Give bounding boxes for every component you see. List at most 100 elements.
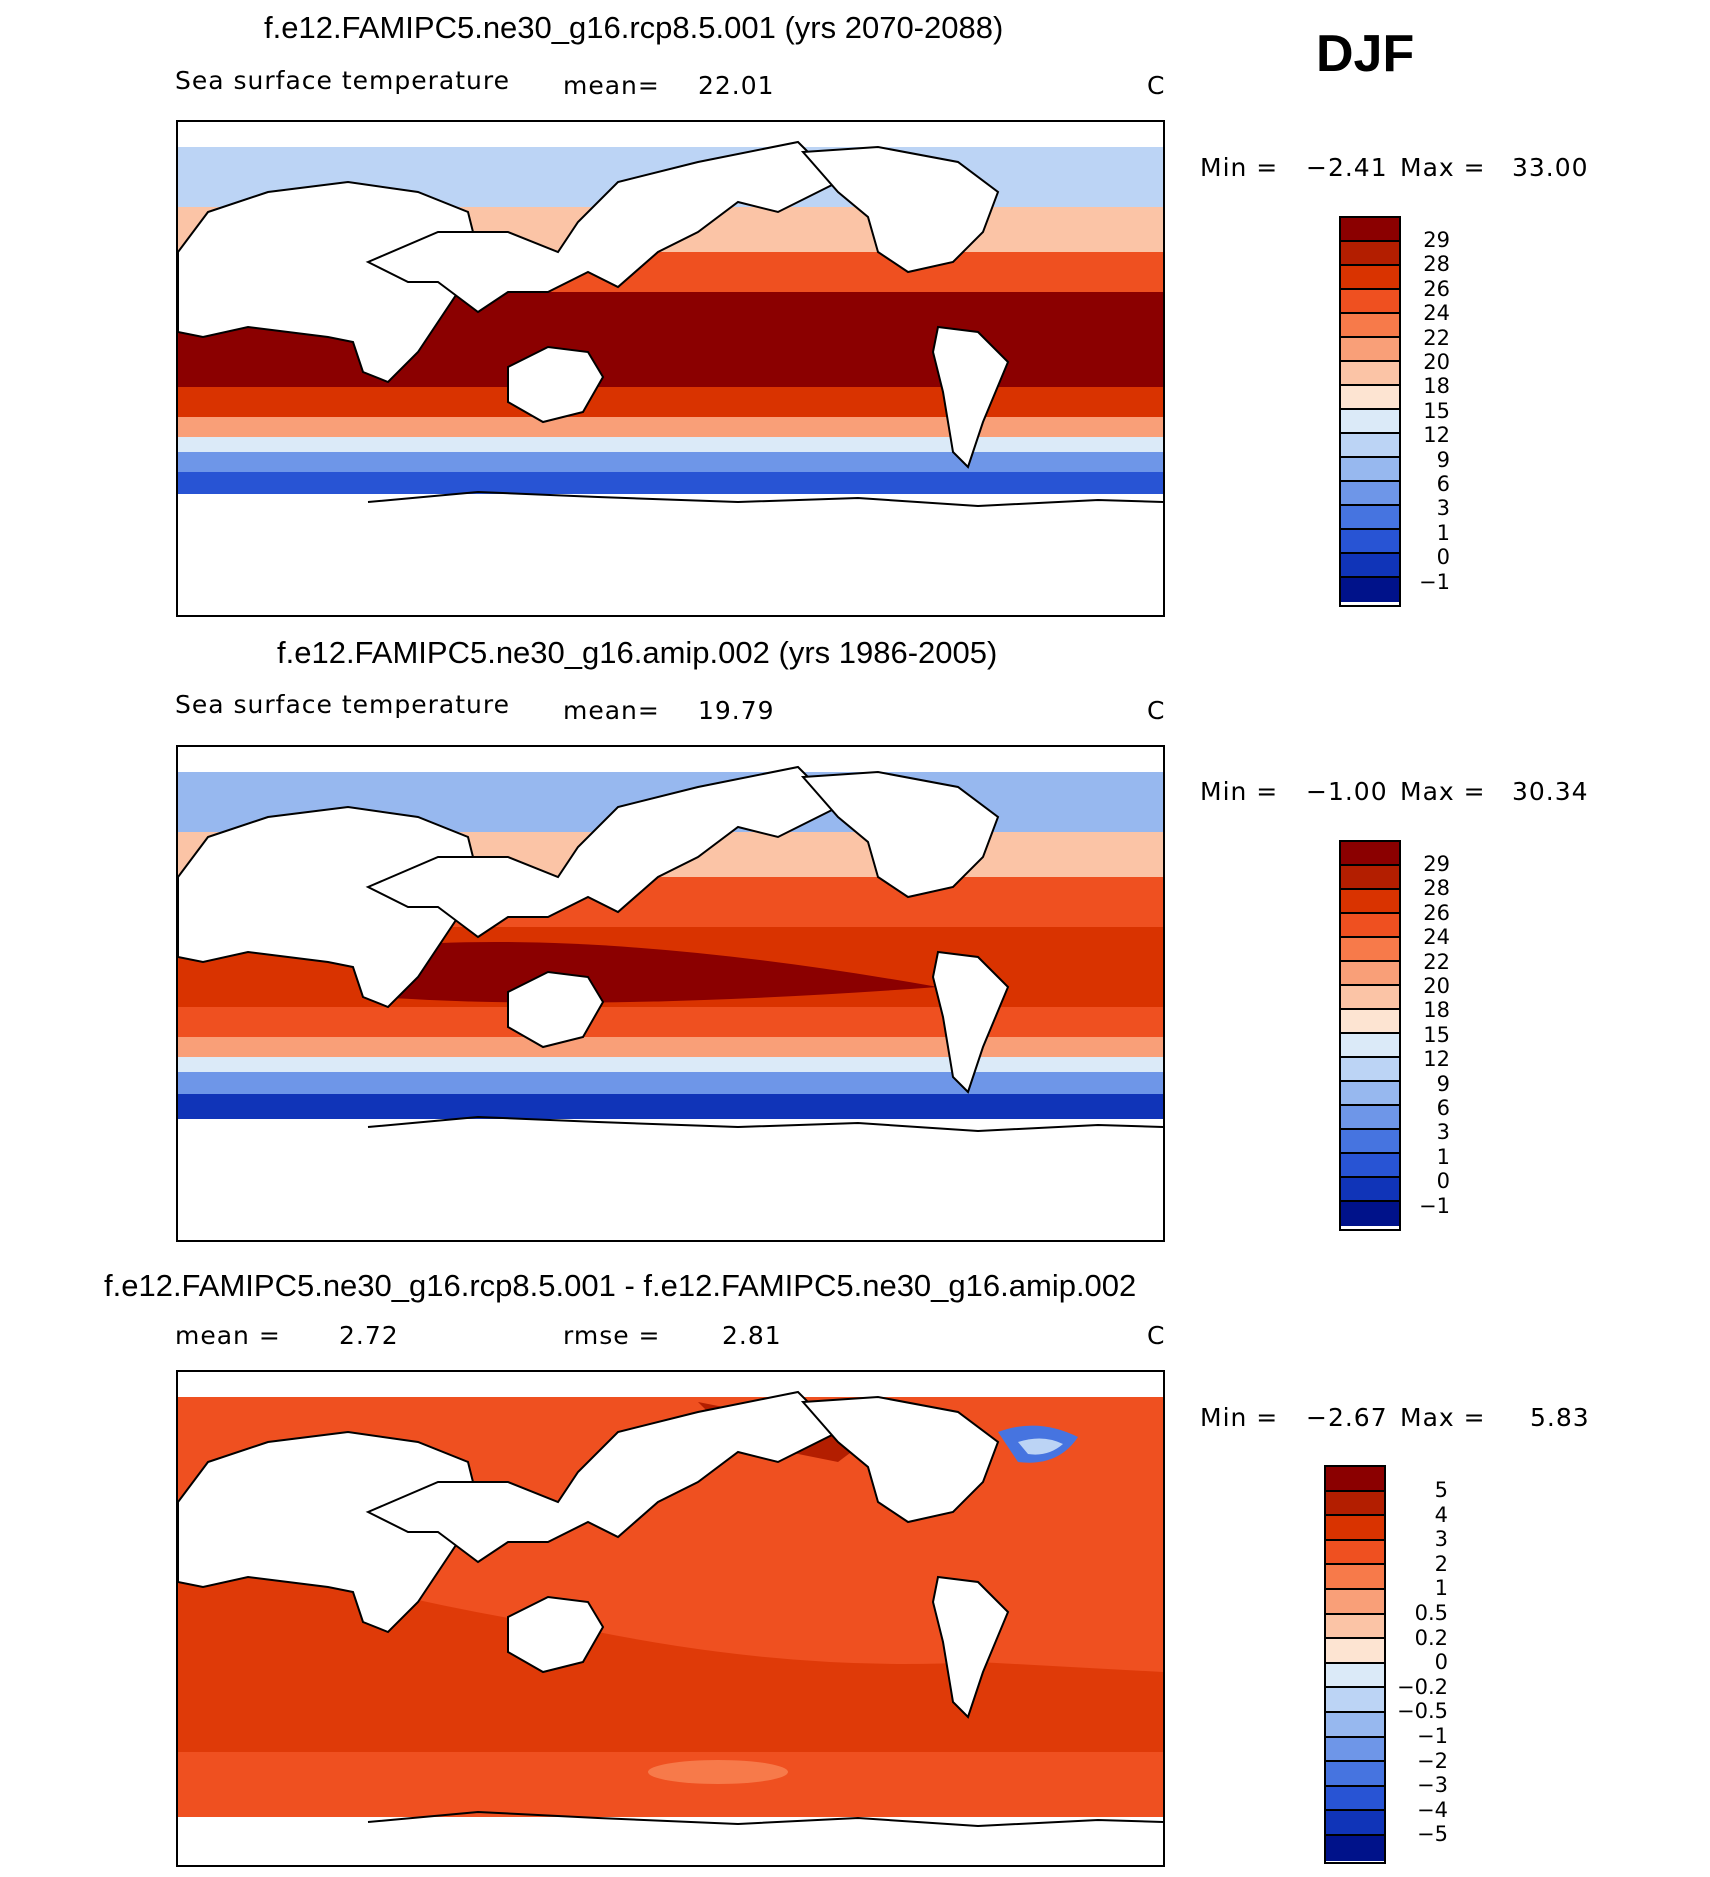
colorbar-box — [1341, 554, 1399, 578]
colorbar-tick-label: 29 — [1423, 852, 1450, 876]
panel-1-min-label: Min = — [1200, 153, 1279, 182]
panel-2-colorbar-labels: 29 28 26 24 22 20 18 15 12 9 6 3 1 0 −1 — [1410, 852, 1450, 1243]
colorbar-tick-label: 15 — [1423, 1022, 1450, 1047]
colorbar-tick-label: 18 — [1423, 998, 1450, 1023]
colorbar-tick-label: −1 — [1419, 569, 1450, 594]
colorbar-tick-label: 20 — [1423, 974, 1450, 998]
colorbar-box — [1341, 338, 1399, 362]
colorbar-tick-label: 0 — [1436, 1169, 1450, 1194]
panel-3-difference-field — [178, 1372, 1163, 1865]
panel-1-sst-field — [178, 122, 1163, 615]
colorbar-box — [1326, 1467, 1384, 1492]
colorbar-box — [1341, 842, 1399, 866]
colorbar-tick-label: 4 — [1434, 1502, 1448, 1527]
panel-3-colorbar — [1324, 1465, 1386, 1864]
panel-2-mean-value: 19.79 — [698, 696, 775, 725]
colorbar-tick-label: 20 — [1423, 350, 1450, 374]
colorbar-tick-label: −3 — [1417, 1773, 1448, 1798]
colorbar-tick-label: 6 — [1436, 1096, 1450, 1120]
panel-1-colorbar-labels: 29 28 26 24 22 20 18 15 12 9 6 3 1 0 −1 — [1410, 228, 1450, 619]
colorbar-tick-label: 24 — [1423, 925, 1450, 950]
panel-2-min-value: −1.00 — [1306, 777, 1388, 806]
panel-1-mean-label: mean= — [563, 71, 660, 100]
colorbar-tick-label: −5 — [1417, 1822, 1448, 1847]
colorbar-box — [1326, 1540, 1384, 1566]
colorbar-box — [1341, 314, 1399, 338]
colorbar-box — [1341, 1178, 1399, 1202]
colorbar-tick-label: 29 — [1423, 228, 1450, 252]
colorbar-box — [1341, 386, 1399, 410]
panel-2-max-value: 30.34 — [1512, 777, 1589, 806]
colorbar-box — [1341, 362, 1399, 386]
panel-2-min-label: Min = — [1200, 777, 1279, 806]
colorbar-box — [1341, 1082, 1399, 1106]
colorbar-box — [1326, 1786, 1384, 1812]
colorbar-tick-label: −1 — [1417, 1724, 1448, 1748]
colorbar-box — [1326, 1811, 1384, 1836]
colorbar-box — [1341, 1010, 1399, 1034]
colorbar-tick-label: 26 — [1423, 900, 1450, 925]
panel-2-title: f.e12.FAMIPC5.ne30_g16.amip.002 (yrs 198… — [277, 635, 998, 670]
panel-3-title: f.e12.FAMIPC5.ne30_g16.rcp8.5.001 - f.e1… — [104, 1268, 1137, 1303]
colorbar-box — [1326, 1712, 1384, 1738]
colorbar-box — [1326, 1688, 1384, 1713]
colorbar-box — [1341, 218, 1399, 242]
colorbar-box — [1341, 1202, 1399, 1226]
colorbar-tick-label: 24 — [1423, 301, 1450, 326]
panel-1-title: f.e12.FAMIPC5.ne30_g16.rcp8.5.001 (yrs 2… — [264, 10, 1004, 45]
colorbar-tick-label: 9 — [1436, 447, 1450, 472]
colorbar-tick-label: −1 — [1419, 1193, 1450, 1218]
colorbar-box — [1341, 1106, 1399, 1130]
colorbar-box — [1326, 1835, 1384, 1861]
colorbar-tick-label: −4 — [1417, 1797, 1448, 1822]
season-label: DJF — [1316, 25, 1415, 83]
colorbar-tick-label: 0.5 — [1414, 1601, 1448, 1625]
colorbar-box — [1341, 290, 1399, 314]
colorbar-tick-label: 5 — [1434, 1478, 1448, 1502]
colorbar-box — [1326, 1516, 1384, 1541]
colorbar-tick-label: 2 — [1434, 1551, 1448, 1576]
colorbar-box — [1326, 1491, 1384, 1517]
colorbar-tick-label: 3 — [1436, 496, 1450, 521]
colorbar-box — [1341, 986, 1399, 1010]
colorbar-tick-label: 0 — [1434, 1650, 1448, 1675]
colorbar-box — [1341, 1154, 1399, 1178]
colorbar-tick-label: −0.2 — [1397, 1674, 1448, 1699]
colorbar-tick-label: 9 — [1436, 1071, 1450, 1096]
panel-1-max-value: 33.00 — [1512, 153, 1589, 182]
colorbar-tick-label: 6 — [1436, 472, 1450, 496]
panel-2-colorbar — [1339, 840, 1401, 1231]
colorbar-box — [1341, 1058, 1399, 1082]
colorbar-tick-label: 1 — [1436, 520, 1450, 545]
panel-1-variable: Sea surface temperature — [175, 66, 510, 95]
colorbar-box — [1341, 434, 1399, 458]
colorbar-box — [1341, 506, 1399, 530]
panel-3-min-label: Min = — [1200, 1403, 1279, 1432]
colorbar-box — [1341, 866, 1399, 890]
colorbar-tick-label: 12 — [1423, 423, 1450, 448]
colorbar-box — [1341, 482, 1399, 506]
panel-2-map — [176, 745, 1165, 1242]
colorbar-tick-label: 28 — [1423, 252, 1450, 277]
panel-1-colorbar — [1339, 216, 1401, 607]
colorbar-box — [1341, 266, 1399, 290]
colorbar-tick-label: 15 — [1423, 398, 1450, 423]
panel-1-mean-value: 22.01 — [698, 71, 775, 100]
panel-1-max-label: Max = — [1400, 153, 1486, 182]
panel-3-rmse-label: rmse = — [563, 1321, 661, 1350]
panel-3-max-label: Max = — [1400, 1403, 1486, 1432]
colorbar-tick-label: 22 — [1423, 949, 1450, 974]
colorbar-box — [1326, 1663, 1384, 1689]
colorbar-box — [1341, 1130, 1399, 1154]
panel-3-units: C — [1147, 1321, 1166, 1350]
colorbar-tick-label: −0.5 — [1397, 1699, 1448, 1724]
panel-3-mean-label: mean = — [175, 1321, 281, 1350]
colorbar-tick-label: 1 — [1434, 1576, 1448, 1601]
panel-2-sst-field — [178, 747, 1163, 1240]
colorbar-tick-label: −2 — [1417, 1748, 1448, 1773]
panel-2-units: C — [1147, 696, 1166, 725]
panel-3-mean-value: 2.72 — [339, 1321, 399, 1350]
colorbar-box — [1341, 914, 1399, 938]
colorbar-box — [1326, 1762, 1384, 1787]
panel-3-min-value: −2.67 — [1306, 1403, 1388, 1432]
